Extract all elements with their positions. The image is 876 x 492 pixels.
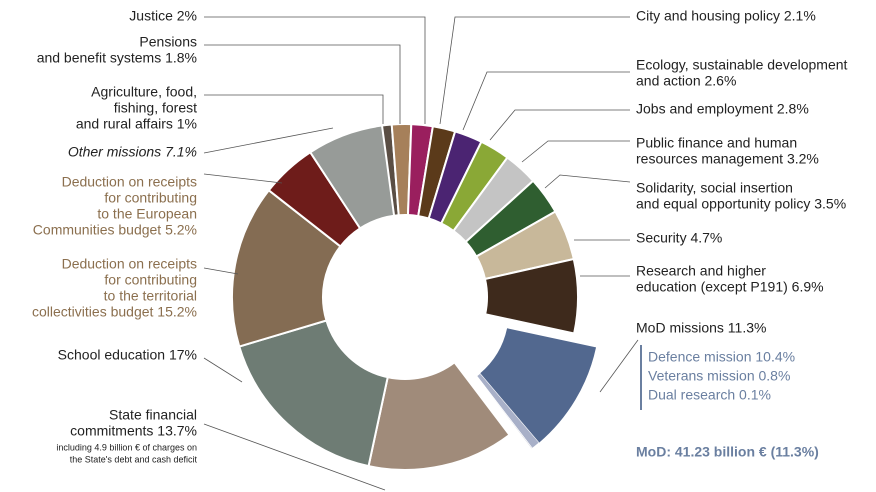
- mod-part-label: Defence mission 10.4%: [648, 349, 795, 365]
- leader-line: [521, 140, 630, 163]
- slice-label: commitments 13.7%: [70, 423, 197, 439]
- slice-label: Research and higher: [636, 263, 766, 279]
- slice: [308, 124, 396, 230]
- leader-line: [544, 174, 631, 189]
- leader-line: [203, 127, 334, 154]
- slice-label: resources management 3.2%: [636, 151, 819, 167]
- leader-line: [204, 16, 426, 124]
- slice-label: Communities budget 5.2%: [33, 222, 197, 238]
- slice-label: and action 2.6%: [636, 73, 736, 89]
- mod-part-slice: [476, 375, 533, 450]
- slice-label: Agriculture, food,: [91, 84, 197, 100]
- leader-line: [203, 357, 243, 383]
- slice-label: Justice 2%: [129, 8, 197, 24]
- annotation: MoD: 41.23 billion € (11.3%): [636, 444, 819, 460]
- mod-part-slice: [480, 328, 597, 443]
- slice-label: collectivities budget 15.2%: [32, 304, 197, 320]
- slice-label: the State's debt and cash deficit: [70, 454, 198, 464]
- leader-line: [204, 94, 384, 124]
- slice-label: and rural affairs 1%: [76, 116, 197, 132]
- leader-line: [599, 339, 639, 393]
- slice-label: for contributing: [104, 272, 197, 288]
- slice: [238, 319, 389, 468]
- mod-part-label: Veterans mission 0.8%: [648, 368, 790, 384]
- slice-label: Security 4.7%: [636, 230, 722, 246]
- slice-label: including 4.9 billion € of charges on: [56, 442, 197, 452]
- slice-label: Public finance and human: [636, 135, 797, 151]
- slice-label: Deduction on receipts: [62, 256, 197, 272]
- leader-line: [439, 16, 630, 125]
- mod-part-label: Dual research 0.1%: [648, 387, 771, 403]
- slice-label: State financial: [109, 407, 197, 423]
- slice-label: City and housing policy 2.1%: [636, 8, 816, 24]
- slice-label: Deduction on receipts: [62, 174, 197, 190]
- leader-line: [203, 173, 283, 184]
- leader-line: [203, 423, 386, 491]
- slice-label: to the European: [97, 206, 197, 222]
- slice-label: Jobs and employment 2.8%: [636, 101, 809, 117]
- leader-line: [489, 109, 630, 141]
- slice-label: and equal opportunity policy 3.5%: [636, 196, 846, 212]
- slice-label: Other missions 7.1%: [68, 144, 197, 160]
- slice-label: education (except P191) 6.9%: [636, 279, 824, 295]
- slice-label: and benefit systems 1.8%: [37, 50, 197, 66]
- slice-label: Solidarity, social insertion: [636, 180, 793, 196]
- slice: [483, 257, 579, 335]
- slice-label: fishing, forest: [114, 100, 197, 116]
- slice-label: School education 17%: [58, 347, 197, 363]
- leader-line: [204, 44, 401, 124]
- slice-label: Pensions: [139, 34, 197, 50]
- slice-label: to the territorial: [104, 288, 197, 304]
- leader-line: [203, 267, 239, 275]
- slice-label: Ecology, sustainable development: [636, 57, 848, 73]
- slice-label: MoD missions 11.3%: [636, 320, 766, 336]
- slice: [231, 188, 342, 348]
- slice-label: for contributing: [104, 190, 197, 206]
- leader-line: [462, 71, 630, 131]
